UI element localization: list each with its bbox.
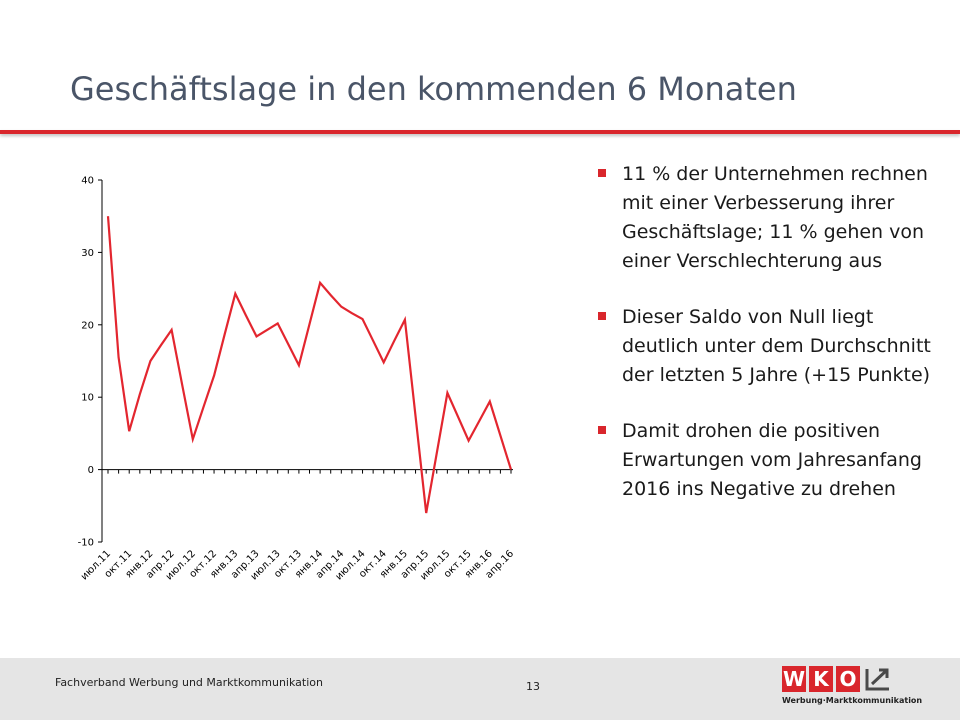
y-tick-label: 40 bbox=[81, 176, 94, 187]
bullet-square-icon bbox=[598, 426, 606, 434]
logo-subtitle: Werbung·Marktkommunikation bbox=[782, 696, 923, 705]
bullet-text: Dieser Saldo von Null liegt deutlich unt… bbox=[622, 306, 931, 386]
footer-organization: Fachverband Werbung und Marktkommunikati… bbox=[55, 676, 323, 689]
series-line bbox=[106, 216, 513, 514]
bullet-text: 11 % der Unternehmen rechnen mit einer V… bbox=[622, 163, 928, 272]
y-tick-label: 20 bbox=[81, 320, 94, 331]
logo-letter-w: W bbox=[782, 666, 806, 692]
logo-letter-o: O bbox=[836, 666, 860, 692]
logo-arrow-icon bbox=[865, 668, 889, 691]
y-axis: -10 0 10 20 30 40 bbox=[78, 176, 103, 549]
wko-logo: W K O Werbung·Marktkommunikation bbox=[778, 662, 922, 716]
bullet-text: Damit drohen die positiven Erwartungen v… bbox=[622, 420, 922, 500]
bullet-item: Dieser Saldo von Null liegt deutlich unt… bbox=[598, 303, 938, 390]
logo-letter-k: K bbox=[809, 666, 833, 692]
bullet-square-icon bbox=[598, 169, 606, 177]
bullet-list: 11 % der Unternehmen rechnen mit einer V… bbox=[598, 160, 938, 504]
page-number: 13 bbox=[526, 680, 540, 693]
bullet-square-icon bbox=[598, 312, 606, 320]
x-axis: июл.11окт.11янв.12апр.12июл.12окт.12янв.… bbox=[79, 469, 516, 582]
title-divider bbox=[0, 130, 960, 134]
line-chart: -10 0 10 20 30 40 июл.11окт.11янв.12апр.12июл… bbox=[78, 176, 516, 583]
bullet-item: 11 % der Unternehmen rechnen mit einer V… bbox=[598, 160, 938, 276]
series-group bbox=[106, 216, 513, 514]
bullet-item: Damit drohen die positiven Erwartungen v… bbox=[598, 417, 938, 504]
y-tick-label: 0 bbox=[88, 465, 94, 476]
y-tick-label: 10 bbox=[81, 393, 94, 404]
page-title: Geschäftslage in den kommenden 6 Monaten bbox=[70, 70, 797, 108]
y-tick-label: 30 bbox=[81, 248, 94, 259]
y-tick-label: -10 bbox=[78, 538, 94, 549]
footer: Fachverband Werbung und Marktkommunikati… bbox=[0, 658, 960, 720]
